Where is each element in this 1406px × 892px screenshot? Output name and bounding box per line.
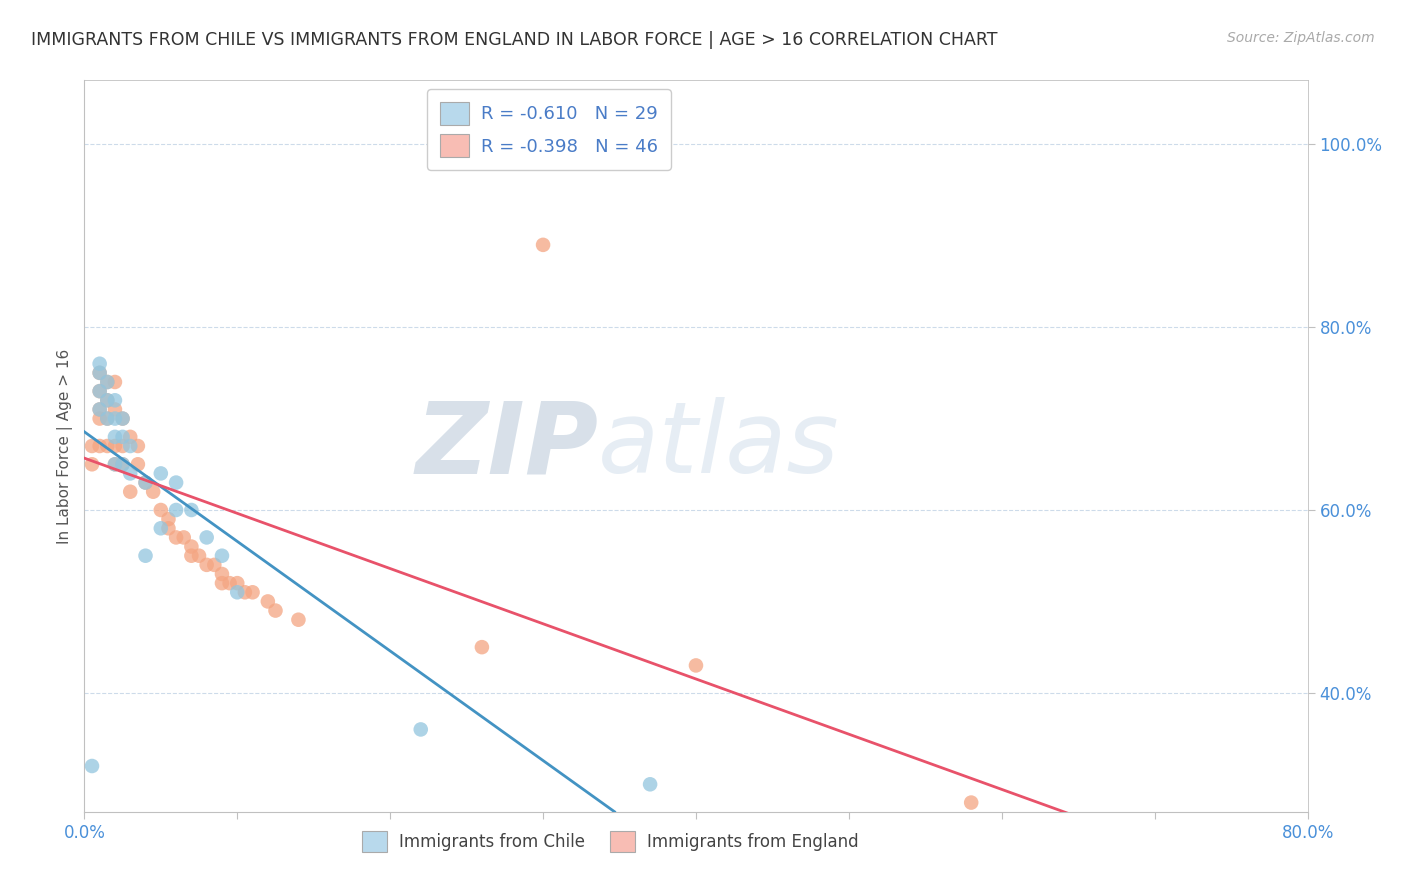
Point <box>149 467 172 481</box>
Point <box>287 613 309 627</box>
Point <box>111 430 134 444</box>
Point <box>104 393 127 408</box>
Point <box>638 777 661 791</box>
Point <box>165 475 187 490</box>
Point <box>120 467 142 481</box>
Point <box>226 585 249 599</box>
Point <box>409 723 432 737</box>
Point <box>89 366 111 380</box>
Y-axis label: In Labor Force | Age > 16: In Labor Force | Age > 16 <box>58 349 73 543</box>
Point <box>104 439 127 453</box>
Point <box>211 576 233 591</box>
Point <box>218 576 240 591</box>
Point <box>89 411 111 425</box>
Point <box>471 640 494 655</box>
Point <box>211 567 233 582</box>
Point <box>211 549 233 563</box>
Point <box>195 531 218 545</box>
Point <box>165 503 187 517</box>
Text: IMMIGRANTS FROM CHILE VS IMMIGRANTS FROM ENGLAND IN LABOR FORCE | AGE > 16 CORRE: IMMIGRANTS FROM CHILE VS IMMIGRANTS FROM… <box>31 31 997 49</box>
Text: atlas: atlas <box>598 398 839 494</box>
Point <box>157 521 180 535</box>
Point <box>135 475 157 490</box>
Point <box>264 604 287 618</box>
Point <box>111 411 134 425</box>
Text: ZIP: ZIP <box>415 398 598 494</box>
Point <box>104 430 127 444</box>
Point <box>89 439 111 453</box>
Point <box>80 457 103 471</box>
Point <box>89 384 111 398</box>
Point <box>149 521 172 535</box>
Point <box>195 558 218 572</box>
Point <box>157 512 180 526</box>
Point <box>142 484 165 499</box>
Point <box>89 366 111 380</box>
Point <box>135 549 157 563</box>
Point <box>111 411 134 425</box>
Point <box>127 439 149 453</box>
Point <box>685 658 707 673</box>
Text: Source: ZipAtlas.com: Source: ZipAtlas.com <box>1227 31 1375 45</box>
Point <box>233 585 256 599</box>
Point <box>531 238 554 252</box>
Point <box>202 558 225 572</box>
Point <box>173 531 195 545</box>
Point <box>80 439 103 453</box>
Point <box>89 384 111 398</box>
Point <box>96 375 118 389</box>
Point <box>96 439 118 453</box>
Point <box>120 430 142 444</box>
Point <box>120 484 142 499</box>
Point <box>180 540 202 554</box>
Point <box>165 531 187 545</box>
Point <box>120 439 142 453</box>
Point <box>135 475 157 490</box>
Point <box>111 439 134 453</box>
Point <box>188 549 211 563</box>
Point <box>96 411 118 425</box>
Point <box>104 457 127 471</box>
Point <box>104 402 127 417</box>
Legend: Immigrants from Chile, Immigrants from England: Immigrants from Chile, Immigrants from E… <box>356 824 865 858</box>
Point <box>80 759 103 773</box>
Point <box>89 402 111 417</box>
Point <box>104 457 127 471</box>
Point <box>257 594 280 608</box>
Point <box>96 375 118 389</box>
Point <box>960 796 983 810</box>
Point <box>180 549 202 563</box>
Point <box>111 457 134 471</box>
Point <box>104 411 127 425</box>
Point <box>226 576 249 591</box>
Point <box>111 457 134 471</box>
Point <box>149 503 172 517</box>
Point <box>96 411 118 425</box>
Point <box>127 457 149 471</box>
Point <box>242 585 264 599</box>
Point <box>180 503 202 517</box>
Point <box>89 402 111 417</box>
Point <box>104 375 127 389</box>
Point <box>96 393 118 408</box>
Point <box>89 357 111 371</box>
Point <box>96 393 118 408</box>
